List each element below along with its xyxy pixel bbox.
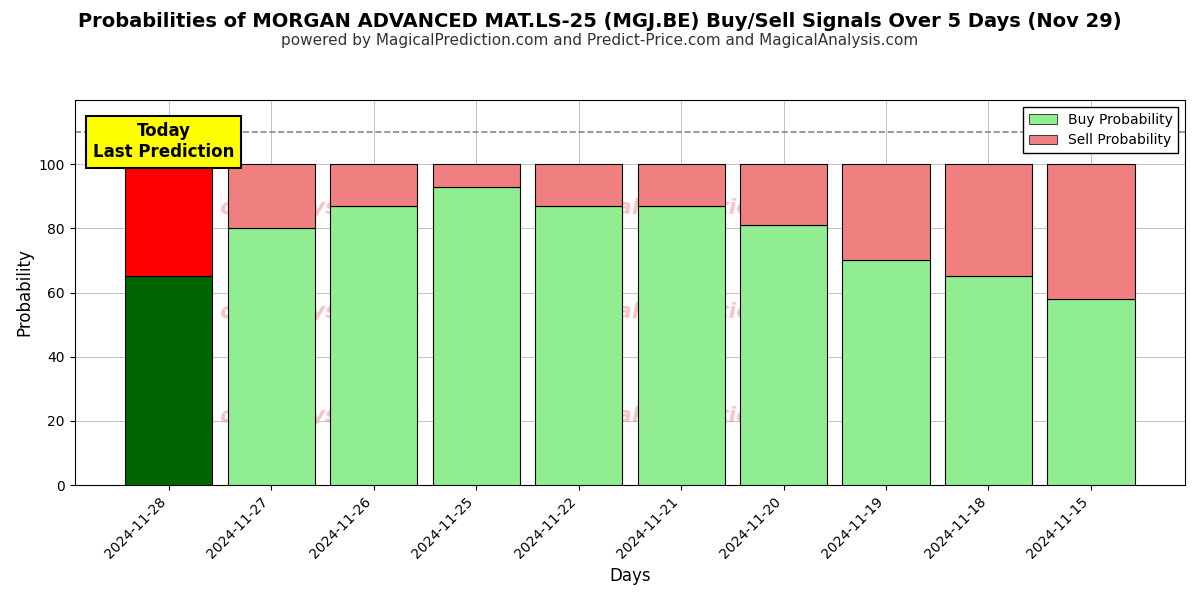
Bar xyxy=(637,206,725,485)
Bar xyxy=(740,225,827,485)
Text: MagicalPrediction.com: MagicalPrediction.com xyxy=(544,406,828,426)
Bar xyxy=(330,164,418,206)
Bar xyxy=(432,187,520,485)
Bar xyxy=(740,164,827,225)
Text: powered by MagicalPrediction.com and Predict-Price.com and MagicalAnalysis.com: powered by MagicalPrediction.com and Pre… xyxy=(281,33,919,48)
Text: calAnalysis.com: calAnalysis.com xyxy=(218,198,419,218)
Bar xyxy=(1048,299,1134,485)
Bar xyxy=(125,164,212,277)
Text: calAnalysis.com: calAnalysis.com xyxy=(218,302,419,322)
Text: MagicalPrediction.com: MagicalPrediction.com xyxy=(544,198,828,218)
Bar xyxy=(330,206,418,485)
Bar xyxy=(432,164,520,187)
Bar xyxy=(842,164,930,260)
Bar xyxy=(535,206,622,485)
Bar xyxy=(944,277,1032,485)
Bar xyxy=(842,260,930,485)
Bar xyxy=(944,164,1032,277)
Bar xyxy=(535,164,622,206)
Legend: Buy Probability, Sell Probability: Buy Probability, Sell Probability xyxy=(1024,107,1178,153)
Bar xyxy=(1048,164,1134,299)
Text: Probabilities of MORGAN ADVANCED MAT.LS-25 (MGJ.BE) Buy/Sell Signals Over 5 Days: Probabilities of MORGAN ADVANCED MAT.LS-… xyxy=(78,12,1122,31)
Bar xyxy=(125,277,212,485)
Text: MagicalPrediction.com: MagicalPrediction.com xyxy=(544,302,828,322)
Bar xyxy=(228,229,314,485)
Text: Today
Last Prediction: Today Last Prediction xyxy=(92,122,234,161)
X-axis label: Days: Days xyxy=(610,567,650,585)
Bar xyxy=(637,164,725,206)
Y-axis label: Probability: Probability xyxy=(16,248,34,337)
Text: calAnalysis.com: calAnalysis.com xyxy=(218,406,419,426)
Bar xyxy=(228,164,314,229)
